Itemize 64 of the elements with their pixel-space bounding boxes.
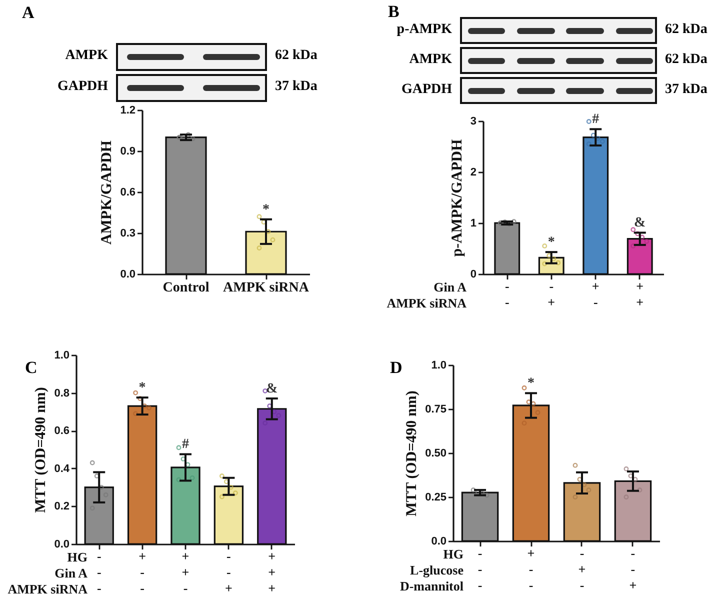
chart-title: B — [388, 2, 400, 22]
x-tick-label: - + — [548, 278, 556, 310]
x-axis-title: Gin A AMPK siRNA — [386, 280, 468, 310]
x-tick-label: + + + — [268, 548, 276, 596]
x-tick-label: + - — [592, 278, 600, 310]
text: GAPDH — [57, 79, 108, 95]
x-axis-title: HG L-glucose D-mannitol — [400, 546, 464, 594]
y-tick-label: 0.0 — [120, 268, 136, 280]
x-tick-label: - - - — [96, 548, 102, 596]
y-tick-label: 0.4 — [54, 462, 70, 475]
x-tick-label: - - + — [224, 548, 232, 596]
x-tick-label: + - - — [138, 548, 146, 596]
x-tick-label: + + — [636, 278, 644, 310]
annotation: * — [262, 202, 270, 218]
chart-title: D — [390, 358, 402, 378]
y-tick-label: 0.8 — [54, 387, 70, 400]
y-tick-label: 1 — [470, 218, 476, 230]
annotation: * — [548, 235, 555, 250]
y-axis-title: MTT (OD=490 nm) — [33, 387, 50, 513]
y-tick-label: 0.0 — [54, 538, 70, 550]
annotation: * — [138, 380, 146, 396]
y-tick-label: 0 — [470, 268, 476, 280]
text: AMPK — [409, 52, 452, 68]
x-axis-title: HG Gin A AMPK siRNA — [8, 550, 88, 596]
x-tick-label: - - — [504, 278, 510, 310]
annotation: # — [182, 437, 189, 452]
text: AMPK — [65, 48, 108, 64]
y-tick-label: 0.3 — [120, 228, 136, 240]
x-tick-label: + - - — [527, 546, 535, 592]
annotation: & — [634, 216, 646, 231]
text: 37 kDa — [275, 79, 318, 95]
y-tick-label: 2 — [470, 166, 476, 178]
text: 62 kDa — [665, 52, 708, 68]
annotation: # — [592, 112, 600, 128]
y-tick-label: 0.25 — [425, 492, 446, 504]
annotation: * — [528, 376, 535, 392]
y-tick-label: 0.9 — [120, 146, 136, 158]
text: 37 kDa — [665, 82, 708, 98]
chart-title: C — [25, 358, 38, 378]
x-tick-label: - - + — [629, 546, 637, 592]
x-tick-label: AMPK siRNA — [223, 280, 310, 296]
y-tick-label: 0.2 — [54, 500, 70, 513]
x-tick-label: - + - — [578, 546, 586, 592]
text: 62 kDa — [665, 22, 708, 38]
chart-title: A — [22, 3, 34, 23]
text: 62 kDa — [275, 48, 318, 64]
y-tick-label: 1.2 — [120, 104, 136, 116]
y-axis-title: MTT (OD=490 nm) — [404, 390, 420, 516]
y-tick-label: 0.75 — [425, 404, 446, 416]
y-axis-title: AMPK/GAPDH — [99, 140, 116, 245]
y-axis-title: p-AMPK/GAPDH — [449, 138, 466, 257]
x-tick-label: Control — [162, 280, 210, 296]
x-tick-label: - - - — [478, 546, 482, 592]
annotation: & — [266, 381, 278, 396]
y-tick-label: 1.0 — [431, 360, 446, 372]
text: p-AMPK — [396, 22, 452, 38]
y-tick-label: 0.6 — [120, 186, 136, 198]
y-tick-label: 0.0 — [431, 536, 446, 548]
x-tick-label: + + - — [182, 548, 190, 596]
y-tick-label: 1.0 — [54, 350, 70, 362]
y-tick-label: 0.50 — [425, 448, 446, 460]
y-tick-label: 3 — [470, 116, 476, 128]
y-tick-label: 0.6 — [54, 425, 70, 438]
text: GAPDH — [401, 82, 452, 98]
